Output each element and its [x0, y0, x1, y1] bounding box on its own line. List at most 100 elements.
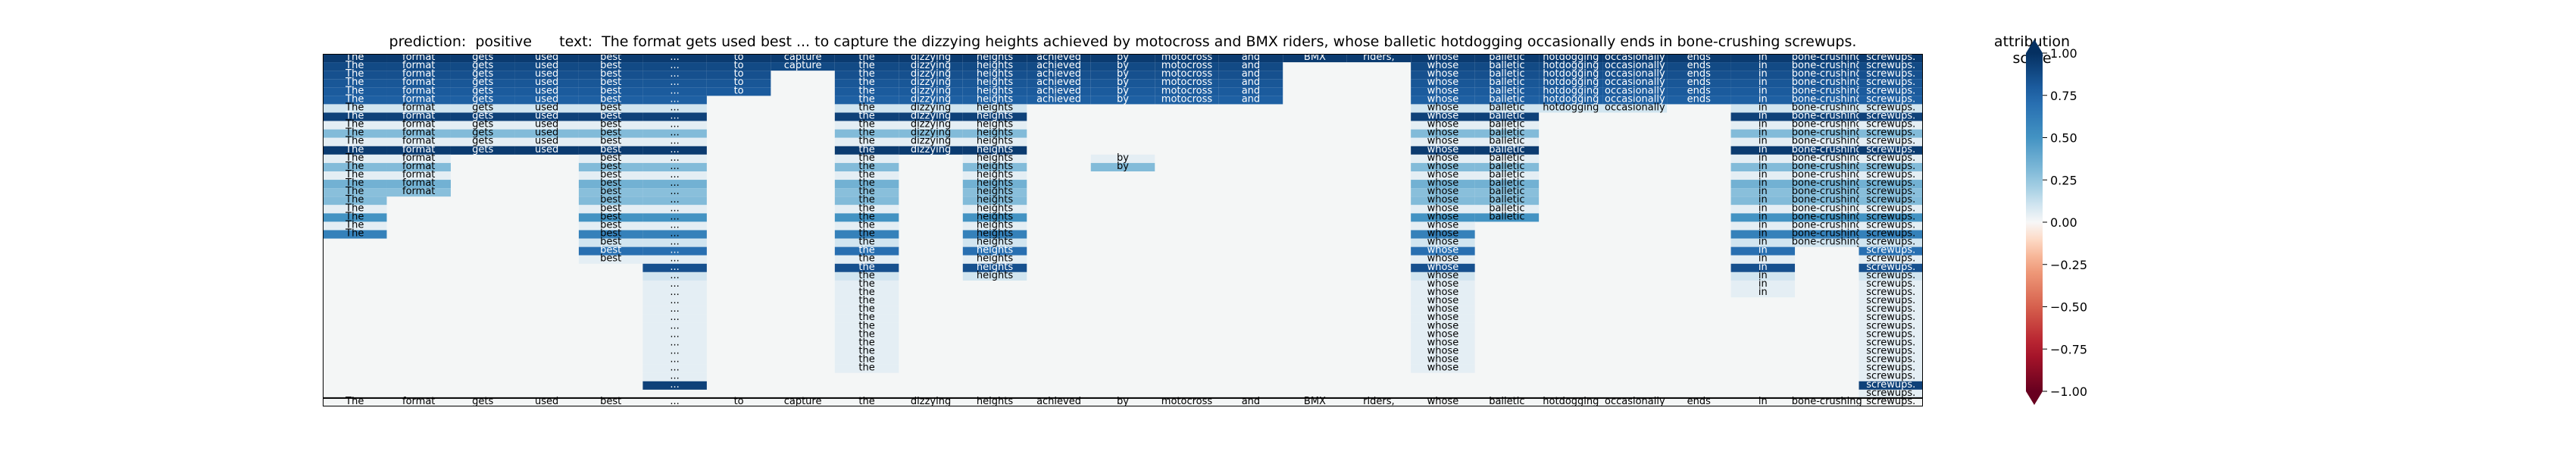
heatmap-cell — [899, 146, 963, 155]
token-label: heights — [977, 93, 1013, 105]
token-label: heights — [977, 119, 1013, 130]
heatmap-cell — [1474, 79, 1540, 88]
heatmap-cell — [450, 87, 515, 96]
heatmap-cell — [1411, 213, 1475, 222]
token-label: in — [1758, 161, 1768, 172]
heatmap-cell — [1859, 255, 1923, 264]
heatmap-cell — [1411, 62, 1475, 71]
heatmap-cell — [642, 289, 707, 298]
heatmap-cell — [834, 171, 899, 180]
heatmap-cell — [1859, 196, 1923, 206]
heatmap-cell — [1730, 230, 1796, 239]
token-label: The — [345, 102, 364, 113]
token-label: hotdogging — [1543, 68, 1599, 80]
token-label: format — [402, 119, 435, 130]
token-label: hotdogging — [1543, 54, 1599, 63]
token-label: format — [402, 68, 435, 80]
heatmap-cell — [514, 62, 579, 71]
heatmap-cell — [1474, 162, 1540, 171]
heatmap-cell — [1795, 104, 1859, 113]
heatmap-cell — [578, 196, 643, 206]
heatmap-cell — [834, 146, 899, 155]
token-label: in — [1758, 186, 1768, 197]
token-label: best — [600, 169, 621, 180]
heatmap-cell — [450, 62, 515, 71]
prediction-value: positive — [475, 33, 532, 50]
heatmap-cell — [1667, 79, 1731, 88]
token-label: used — [535, 119, 558, 130]
token-label: best — [600, 60, 621, 71]
token-label: the — [858, 177, 874, 189]
heatmap-cell — [1859, 137, 1923, 146]
heatmap-cell — [1474, 62, 1540, 71]
heatmap-cell — [1795, 137, 1859, 146]
token-label: whose — [1427, 337, 1459, 348]
heatmap-cell — [1411, 196, 1475, 206]
heatmap-cell — [642, 112, 707, 121]
token-label: balletic — [1489, 60, 1524, 71]
token-label: dizzying — [911, 119, 951, 130]
heatmap-cell — [1730, 188, 1796, 197]
token-label: gets — [472, 119, 493, 130]
heatmap-cell — [1090, 71, 1155, 80]
token-label: motocross — [1161, 60, 1213, 71]
token-label: motocross — [1161, 77, 1213, 88]
token-label: by — [1117, 54, 1129, 63]
token-label: screwups. — [1866, 68, 1915, 80]
token-label: the — [858, 337, 874, 348]
token-label: screwups. — [1866, 77, 1915, 88]
heatmap-cell — [899, 62, 963, 71]
token-label: heights — [977, 54, 1013, 63]
token-label: whose — [1427, 186, 1459, 197]
heatmap-cell — [1859, 154, 1923, 163]
token-label: screwups. — [1866, 371, 1915, 382]
attribution-heatmap: The format gets used best... to capture the dizz… — [323, 54, 1923, 406]
token-label: screwups. — [1866, 328, 1915, 340]
token-label: occasionally — [1605, 102, 1665, 113]
heatmap-cell — [642, 372, 707, 381]
token-label: dizzying — [911, 93, 951, 105]
heatmap-cell — [642, 271, 707, 281]
heatmap-cell — [578, 137, 643, 146]
token-label: by — [1117, 68, 1129, 80]
heatmap-cell — [1155, 71, 1219, 80]
token-label: achieved — [1036, 85, 1081, 96]
token-label: the — [858, 119, 874, 130]
token-label: balletic — [1489, 54, 1524, 63]
token-label: whose — [1427, 328, 1459, 340]
token-label: screwups. — [1866, 278, 1915, 290]
token-label: used — [535, 110, 558, 121]
colorbar-tick-label: 0.50 — [2050, 131, 2077, 146]
token-label: by — [1117, 85, 1129, 96]
heatmap-cell — [1411, 171, 1475, 180]
token-label: heights — [977, 127, 1013, 139]
token-label: format — [402, 144, 435, 155]
heatmap-cell — [450, 137, 515, 146]
token-label: the — [858, 362, 874, 374]
heatmap-cell — [706, 79, 771, 88]
token-label: screwups. — [1866, 219, 1915, 231]
heatmap-cell — [834, 289, 899, 298]
heatmap-cell — [386, 162, 451, 171]
heatmap-cell — [1730, 62, 1796, 71]
heatmap-cell — [642, 347, 707, 356]
heatmap-cell — [1411, 364, 1475, 373]
token-label: heights — [977, 219, 1013, 231]
colorbar-tick-label: 0.25 — [2050, 173, 2077, 187]
heatmap-cell — [1730, 54, 1796, 63]
colorbar: 1.00 0.75 0.50 0.25 0.00 −0.25 −0.50 −0.75 −1.00 — [2026, 39, 2087, 405]
heatmap-cell — [962, 238, 1027, 247]
heatmap-cell — [642, 314, 707, 323]
token-label: dizzying — [911, 85, 951, 96]
token-label: format — [402, 161, 435, 172]
token-label: the — [858, 328, 874, 340]
heatmap-cell — [1411, 297, 1475, 306]
token-label: the — [858, 202, 874, 214]
heatmap-cell — [1411, 271, 1475, 281]
token-label: format — [402, 102, 435, 113]
heatmap-cell — [834, 280, 899, 289]
heatmap-cell — [834, 263, 899, 272]
heatmap-cell — [1795, 196, 1859, 206]
heatmap-cell — [1730, 129, 1796, 138]
heatmap-cell — [834, 339, 899, 348]
